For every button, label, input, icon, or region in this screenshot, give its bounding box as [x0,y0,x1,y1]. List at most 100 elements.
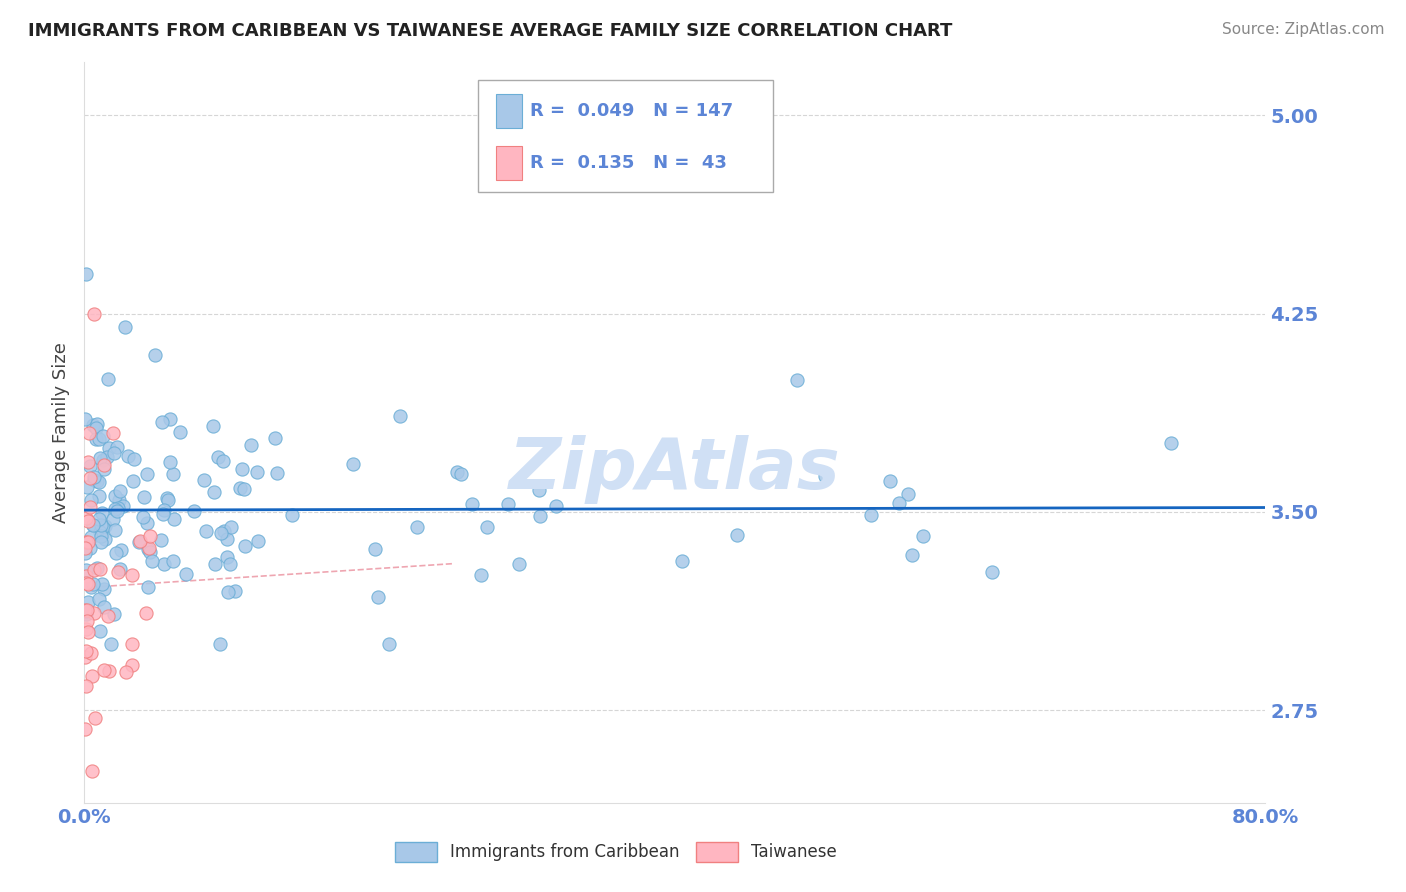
Point [96,450,118,464]
Point [544,499,567,513]
Point [75,412,97,426]
Point [209,637,232,651]
Point [212,524,235,538]
Point [77,595,100,609]
Point [79,541,101,555]
Point [107,492,129,507]
Point [163,512,186,526]
Point [77,425,100,440]
Point [76,614,98,628]
Point [107,500,129,515]
Point [135,516,157,531]
Point [121,657,143,672]
Point [152,507,174,521]
Point [86,561,108,575]
Point [202,484,225,499]
Point [246,465,269,479]
Point [233,482,256,496]
Point [93,458,115,472]
Point [114,319,136,334]
Point [159,412,181,426]
Point [786,373,808,387]
Point [450,467,472,482]
Point [75,510,97,524]
Point [139,545,162,559]
Point [470,568,492,582]
Point [217,585,239,599]
Point [108,484,131,499]
Point [89,562,111,576]
Point [980,565,1002,579]
Point [128,535,150,549]
Point [105,504,128,518]
Point [145,348,167,362]
Point [73,722,96,736]
Point [75,575,97,590]
Text: R =  0.135   N =  43: R = 0.135 N = 43 [530,154,727,172]
Point [117,449,139,463]
Point [240,437,263,451]
Point [100,637,122,651]
Point [82,518,104,533]
Point [121,637,143,651]
Point [97,372,120,386]
Point [141,553,163,567]
Point [887,496,910,510]
Point [527,483,550,497]
Point [136,541,159,556]
Point [83,307,105,321]
Point [388,409,411,423]
Point [77,535,100,549]
Point [90,529,112,543]
Point [139,529,162,543]
Point [103,445,125,459]
Point [94,532,117,546]
Point [76,603,98,617]
Point [76,267,98,281]
Point [897,487,920,501]
Point [75,603,97,617]
Point [105,546,128,560]
Point [212,453,235,467]
Text: Source: ZipAtlas.com: Source: ZipAtlas.com [1222,22,1385,37]
Point [195,524,218,539]
Point [378,637,401,651]
Point [75,643,97,657]
Point [156,493,179,508]
Point [112,499,135,513]
Point [79,471,101,485]
Point [80,580,103,594]
Point [94,519,117,533]
Point [83,563,105,577]
Point [110,543,132,558]
Point [75,535,97,549]
Point [193,473,215,487]
Text: R =  0.049   N = 147: R = 0.049 N = 147 [530,102,733,120]
Point [107,565,129,579]
Point [121,567,143,582]
Point [82,417,104,432]
Text: IMMIGRANTS FROM CARIBBEAN VS TAIWANESE AVERAGE FAMILY SIZE CORRELATION CHART: IMMIGRANTS FROM CARIBBEAN VS TAIWANESE A… [28,22,952,40]
Point [76,480,98,494]
Point [82,577,104,591]
Point [134,491,156,505]
Point [207,450,229,464]
Point [162,467,184,481]
Point [87,475,110,489]
Point [93,663,115,677]
Point [1160,436,1182,450]
Point [218,558,240,572]
Point [97,441,120,455]
Point [86,417,108,431]
Point [124,452,146,467]
Point [101,512,124,526]
Point [93,599,115,614]
Point [498,497,520,511]
Point [93,462,115,476]
Point [90,577,112,591]
Point [80,647,103,661]
Point [169,425,191,439]
Point [91,453,114,467]
Point [93,582,115,596]
Point [727,527,749,541]
